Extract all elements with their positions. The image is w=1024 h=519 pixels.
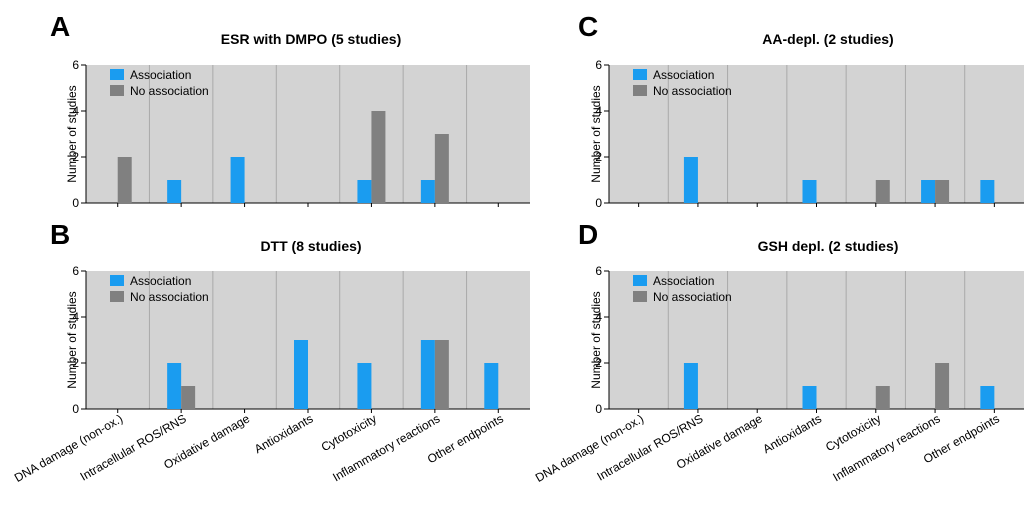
bar-no-association <box>935 180 950 203</box>
legend-label: No association <box>130 84 209 98</box>
bar-association <box>921 180 936 203</box>
chart-title: AA-depl. (2 studies) <box>762 31 893 47</box>
bar-no-association <box>875 180 890 203</box>
y-tick-label: 6 <box>595 264 602 278</box>
y-tick-label: 2 <box>595 356 602 370</box>
legend-label: Association <box>130 274 191 288</box>
x-tick-label: Antioxidants <box>760 411 824 456</box>
bar-no-association <box>117 157 132 203</box>
x-tick-label: Intracellular ROS/RNS <box>78 411 189 483</box>
bar-association <box>484 363 499 409</box>
legend-swatch <box>110 291 124 302</box>
x-tick-label: Inflammatory reactions <box>330 411 442 484</box>
legend-swatch <box>633 85 647 96</box>
bar-no-association <box>434 134 449 203</box>
y-tick-label: 0 <box>595 402 602 416</box>
legend-label: Association <box>130 68 191 82</box>
y-tick-label: 6 <box>72 264 79 278</box>
y-tick-label: 4 <box>72 104 79 118</box>
bar-association <box>357 180 372 203</box>
bar-no-association <box>181 386 196 409</box>
bar-association <box>683 363 698 409</box>
chart-panel-d: D GSH depl. (2 studies) 0 2 4 6 Number of stud… <box>533 219 1024 485</box>
y-tick-label: 0 <box>72 402 79 416</box>
legend-label: No association <box>130 290 209 304</box>
bar-no-association <box>935 363 950 409</box>
x-tick-label: Cytotoxicity <box>319 411 379 454</box>
x-tick-label: DNA damage (non-ox.) <box>533 411 646 484</box>
y-axis-label: Number of studies <box>65 85 79 182</box>
bar-association <box>294 340 308 409</box>
legend-swatch <box>110 85 124 96</box>
panel-letter: D <box>578 219 598 250</box>
bar-association <box>420 340 435 409</box>
y-tick-label: 0 <box>595 196 602 210</box>
legend-label: No association <box>653 84 732 98</box>
y-tick-label: 2 <box>72 150 79 164</box>
panel-letter: B <box>50 219 70 250</box>
bar-association <box>683 157 698 203</box>
panel-letter: C <box>578 11 598 42</box>
bar-association <box>980 180 995 203</box>
x-tick-label: Intracellular ROS/RNS <box>594 411 705 483</box>
x-tick-label: Antioxidants <box>252 411 316 456</box>
y-axis-label: Number of studies <box>589 291 603 388</box>
chart-panel-b: B DTT (8 studies) 0 2 4 6 Number of studies Ass… <box>12 219 530 485</box>
legend-label: Association <box>653 68 714 82</box>
y-axis-label: Number of studies <box>589 85 603 182</box>
plot-area <box>86 65 530 203</box>
y-tick-label: 4 <box>72 310 79 324</box>
bar-association <box>230 157 245 203</box>
y-tick-label: 6 <box>72 58 79 72</box>
y-tick-label: 0 <box>72 196 79 210</box>
bar-association <box>167 363 182 409</box>
x-tick-label: DNA damage (non-ox.) <box>12 411 125 484</box>
bar-association <box>167 180 182 203</box>
bar-no-association <box>875 386 890 409</box>
y-tick-label: 4 <box>595 104 602 118</box>
legend-swatch <box>633 291 647 302</box>
legend-label: No association <box>653 290 732 304</box>
bar-association <box>802 386 817 409</box>
legend-label: Association <box>653 274 714 288</box>
y-axis-label: Number of studies <box>65 291 79 388</box>
bar-association <box>357 363 372 409</box>
x-tick-label: Inflammatory reactions <box>830 411 942 484</box>
chart-panel-c: C AA-depl. (2 studies) 0 2 4 6 Number of studi… <box>578 11 1024 210</box>
legend-swatch <box>110 69 124 80</box>
chart-title: ESR with DMPO (5 studies) <box>221 31 401 47</box>
chart-panel-a: A ESR with DMPO (5 studies) 0 2 4 6 Number of … <box>50 11 530 210</box>
bar-association <box>420 180 435 203</box>
chart-title: GSH depl. (2 studies) <box>758 238 899 254</box>
y-tick-label: 6 <box>595 58 602 72</box>
panel-letter: A <box>50 11 70 42</box>
legend-swatch <box>633 275 647 286</box>
y-tick-label: 4 <box>595 310 602 324</box>
y-tick-label: 2 <box>595 150 602 164</box>
y-tick-label: 2 <box>72 356 79 370</box>
legend-swatch <box>110 275 124 286</box>
chart-title: DTT (8 studies) <box>260 238 361 254</box>
legend-swatch <box>633 69 647 80</box>
bar-association <box>802 180 817 203</box>
bar-no-association <box>434 340 449 409</box>
bar-association <box>980 386 995 409</box>
bar-no-association <box>371 111 386 203</box>
